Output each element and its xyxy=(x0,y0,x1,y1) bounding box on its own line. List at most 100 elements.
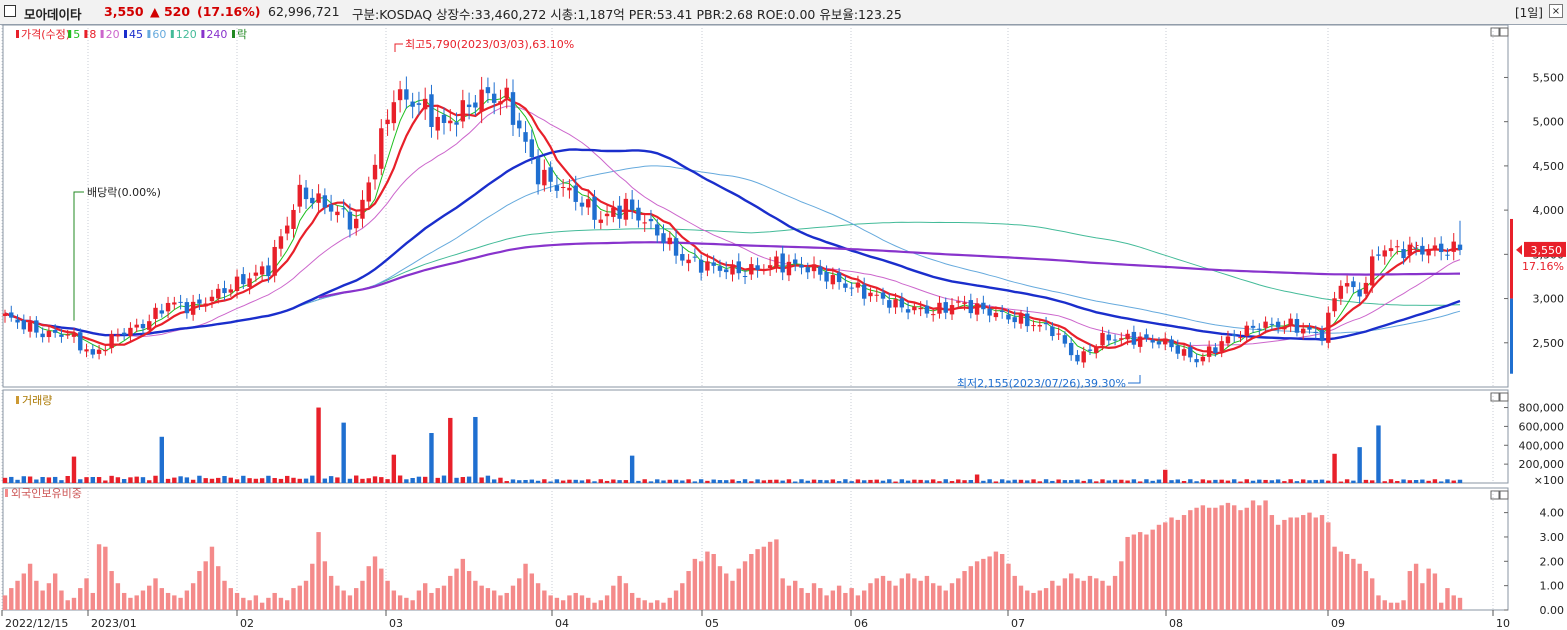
volume-bar[interactable] xyxy=(27,476,33,483)
panel-minimize-icon[interactable] xyxy=(1490,490,1500,500)
volume-bar[interactable] xyxy=(234,479,240,483)
volume-bar[interactable] xyxy=(1144,479,1149,483)
volume-bar[interactable] xyxy=(391,454,397,483)
foreign-ratio-bar[interactable] xyxy=(197,571,202,610)
foreign-ratio-bar[interactable] xyxy=(1106,585,1111,610)
volume-bar[interactable] xyxy=(636,480,641,483)
candle-body[interactable] xyxy=(1119,338,1124,340)
foreign-ratio-bar[interactable] xyxy=(34,580,39,610)
volume-bar[interactable] xyxy=(1426,480,1431,483)
volume-bar[interactable] xyxy=(592,481,597,483)
volume-bar[interactable] xyxy=(1094,481,1099,483)
volume-bar[interactable] xyxy=(1244,479,1249,483)
volume-bar[interactable] xyxy=(328,476,334,483)
foreign-ratio-bar[interactable] xyxy=(1351,558,1356,610)
volume-bar[interactable] xyxy=(46,477,52,483)
volume-bar[interactable] xyxy=(322,478,328,483)
volume-bar[interactable] xyxy=(912,479,917,483)
volume-bar[interactable] xyxy=(1432,479,1438,483)
foreign-ratio-bar[interactable] xyxy=(103,546,108,610)
foreign-ratio-bar[interactable] xyxy=(1413,563,1419,610)
volume-bar[interactable] xyxy=(1250,480,1256,483)
foreign-ratio-bar[interactable] xyxy=(322,561,328,610)
candle-body[interactable] xyxy=(1150,340,1155,343)
volume-bar[interactable] xyxy=(460,477,466,483)
foreign-ratio-bar[interactable] xyxy=(52,573,58,610)
volume-bar[interactable] xyxy=(121,479,127,483)
foreign-ratio-bar[interactable] xyxy=(830,590,836,610)
candle-body[interactable] xyxy=(717,266,723,271)
volume-bar[interactable] xyxy=(1407,480,1413,483)
volume-bar[interactable] xyxy=(416,476,422,483)
foreign-ratio-bar[interactable] xyxy=(579,595,585,610)
candle-body[interactable] xyxy=(1313,331,1318,333)
candle-body[interactable] xyxy=(680,254,685,261)
candle-body[interactable] xyxy=(397,89,403,101)
foreign-ratio-bar[interactable] xyxy=(410,600,415,610)
candle-body[interactable] xyxy=(1382,250,1387,257)
foreign-ratio-bar[interactable] xyxy=(1438,602,1444,610)
candle-body[interactable] xyxy=(799,264,804,268)
candle-body[interactable] xyxy=(178,301,183,303)
foreign-ratio-bar[interactable] xyxy=(755,549,760,610)
foreign-ratio-bar[interactable] xyxy=(799,588,804,610)
volume-bar[interactable] xyxy=(15,479,20,483)
volume-bar[interactable] xyxy=(190,479,196,483)
foreign-ratio-bar[interactable] xyxy=(592,602,597,610)
candle-body[interactable] xyxy=(705,261,710,271)
foreign-ratio-bar[interactable] xyxy=(441,585,447,610)
candle-body[interactable] xyxy=(887,300,892,308)
volume-bar[interactable] xyxy=(642,479,647,483)
candle-body[interactable] xyxy=(1081,351,1086,363)
candle-body[interactable] xyxy=(943,302,948,313)
candle-body[interactable] xyxy=(880,292,886,299)
foreign-ratio-bar[interactable] xyxy=(1068,573,1074,610)
volume-bar[interactable] xyxy=(40,476,45,483)
volume-bar[interactable] xyxy=(736,480,741,483)
candle-body[interactable] xyxy=(937,302,942,314)
foreign-ratio-bar[interactable] xyxy=(1163,522,1168,610)
candle-body[interactable] xyxy=(636,207,641,221)
foreign-ratio-bar[interactable] xyxy=(1075,578,1080,610)
volume-bar[interactable] xyxy=(1194,481,1199,483)
candle-body[interactable] xyxy=(1025,313,1030,327)
volume-bar[interactable] xyxy=(1087,479,1093,483)
foreign-ratio-bar[interactable] xyxy=(190,583,196,610)
candle-body[interactable] xyxy=(793,259,798,264)
candle-body[interactable] xyxy=(1213,347,1218,353)
foreign-ratio-bar[interactable] xyxy=(686,571,691,610)
candle-body[interactable] xyxy=(579,202,585,207)
candle-body[interactable] xyxy=(347,211,353,230)
foreign-ratio-bar[interactable] xyxy=(629,592,635,610)
foreign-ratio-bar[interactable] xyxy=(147,585,152,610)
candle-body[interactable] xyxy=(372,164,378,180)
candle-body[interactable] xyxy=(930,314,936,316)
foreign-ratio-bar[interactable] xyxy=(874,578,879,610)
volume-bar[interactable] xyxy=(962,480,967,483)
candle-body[interactable] xyxy=(1068,342,1074,356)
foreign-ratio-bar[interactable] xyxy=(1225,502,1231,610)
candle-body[interactable] xyxy=(567,187,572,191)
candle-body[interactable] xyxy=(1106,334,1111,341)
foreign-ratio-bar[interactable] xyxy=(397,595,403,610)
volume-bar[interactable] xyxy=(65,475,70,483)
foreign-ratio-bar[interactable] xyxy=(491,590,497,610)
foreign-ratio-bar[interactable] xyxy=(391,590,397,610)
foreign-ratio-bar[interactable] xyxy=(604,595,610,610)
candle-body[interactable] xyxy=(15,319,20,323)
candle-body[interactable] xyxy=(611,207,616,217)
foreign-ratio-bar[interactable] xyxy=(1301,515,1306,610)
candle-body[interactable] xyxy=(987,308,992,316)
candle-body[interactable] xyxy=(1282,327,1287,330)
panel-close-icon[interactable] xyxy=(1499,27,1509,37)
foreign-ratio-bar[interactable] xyxy=(510,585,516,610)
candle-body[interactable] xyxy=(1432,245,1438,251)
candle-body[interactable] xyxy=(956,301,961,303)
foreign-ratio-bar[interactable] xyxy=(1432,573,1438,610)
candle-body[interactable] xyxy=(9,312,14,318)
volume-bar[interactable] xyxy=(993,481,999,483)
candle-body[interactable] xyxy=(1137,336,1143,347)
foreign-ratio-bar[interactable] xyxy=(780,578,785,610)
volume-bar[interactable] xyxy=(1056,479,1061,483)
candle-body[interactable] xyxy=(974,303,980,315)
